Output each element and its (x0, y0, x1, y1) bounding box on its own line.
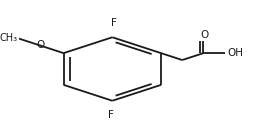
Text: F: F (108, 110, 114, 120)
Text: OH: OH (227, 48, 243, 58)
Text: F: F (111, 18, 116, 28)
Text: O: O (201, 30, 209, 40)
Text: CH₃: CH₃ (0, 33, 18, 43)
Text: O: O (37, 40, 45, 50)
